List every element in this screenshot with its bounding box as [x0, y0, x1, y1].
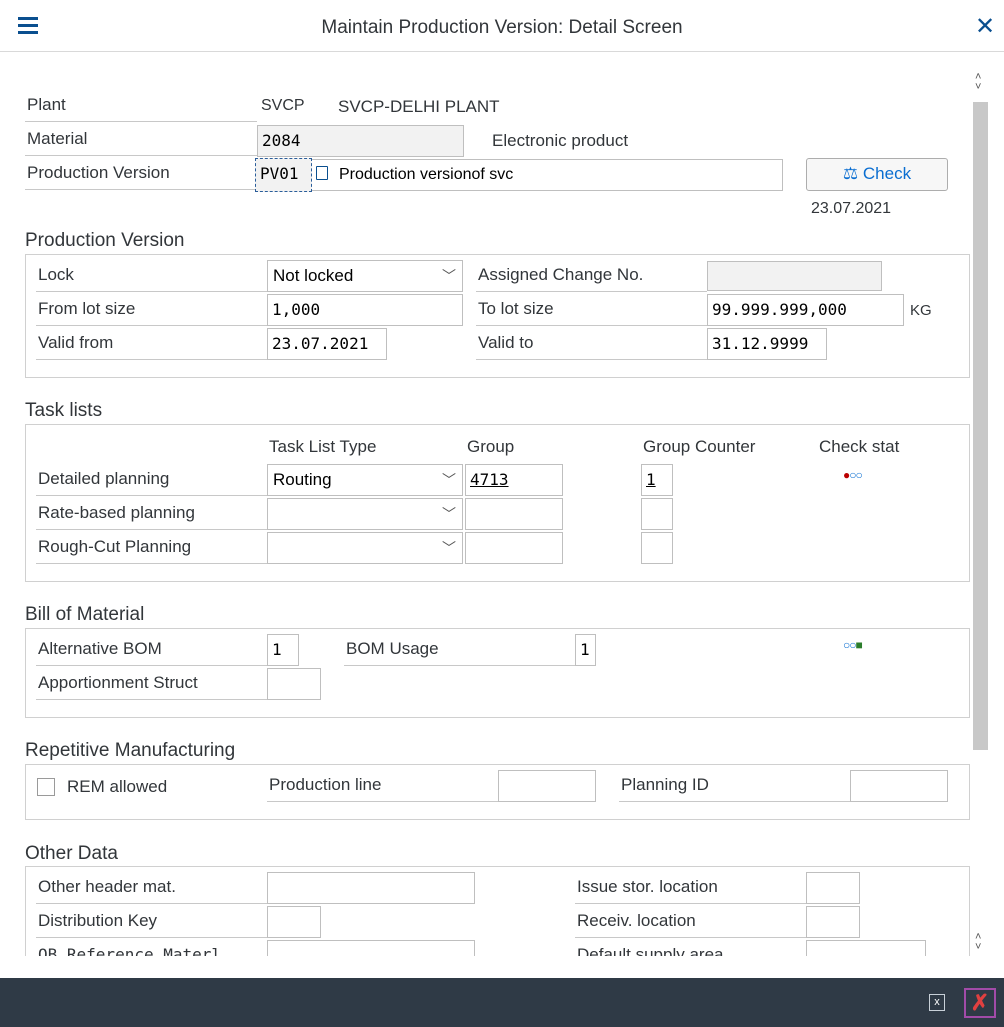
- task-type-select[interactable]: Routing ﹀: [267, 464, 463, 496]
- ob-reference-label: OB Reference Materl: [36, 939, 267, 956]
- production-version-group-title: Production Version: [25, 230, 185, 251]
- material-desc: Electronic product: [492, 131, 629, 150]
- plant-label: Plant: [25, 89, 257, 122]
- material-field[interactable]: 2084: [257, 125, 464, 157]
- material-label: Material: [25, 123, 257, 156]
- check-label: Check: [862, 164, 912, 183]
- assigned-change-label: Assigned Change No.: [476, 259, 707, 292]
- task-row-label: Detailed planning: [36, 463, 267, 496]
- page-title: Maintain Production Version: Detail Scre…: [321, 17, 683, 38]
- group-field[interactable]: [465, 532, 563, 564]
- production-line-field[interactable]: [498, 770, 596, 802]
- task-type-value: Routing: [273, 470, 332, 489]
- valid-to-label: Valid to: [476, 327, 707, 360]
- issue-stor-label: Issue stor. location: [575, 871, 806, 904]
- rem-title: Repetitive Manufacturing: [25, 740, 236, 761]
- header-bar: Maintain Production Version: Detail Scre…: [0, 0, 1004, 52]
- rem-allowed-checkbox[interactable]: [37, 778, 55, 796]
- ob-reference-field[interactable]: [267, 940, 475, 956]
- group-field[interactable]: [465, 498, 563, 530]
- group-counter-field[interactable]: [641, 532, 673, 564]
- footer-bar: x ✗: [0, 978, 1004, 1027]
- distribution-key-label: Distribution Key: [36, 905, 267, 938]
- task-row-label: Rough-Cut Planning: [36, 531, 267, 564]
- production-version-desc-field[interactable]: Production versionof svc: [310, 159, 783, 191]
- empty-circle-icon: ○○: [843, 638, 856, 652]
- hamburger-icon[interactable]: [18, 17, 38, 34]
- from-lot-field[interactable]: 1,000: [267, 294, 463, 326]
- production-version-label: Production Version: [25, 157, 257, 190]
- apportionment-field[interactable]: [267, 668, 321, 700]
- alt-bom-field[interactable]: 1: [267, 634, 299, 666]
- scroll-up-icon[interactable]: ˄ ˅: [975, 71, 982, 93]
- receiv-location-field[interactable]: [806, 906, 860, 938]
- bom-status-icons: ○○■: [843, 638, 863, 652]
- exit-icon[interactable]: x: [929, 994, 945, 1011]
- col-check-stat: Check stat: [819, 437, 900, 456]
- task-lists-title: Task lists: [25, 400, 103, 421]
- copy-icon[interactable]: [316, 166, 328, 180]
- other-data-viewport: Other header mat. Issue stor. location D…: [0, 866, 972, 956]
- issue-stor-field[interactable]: [806, 872, 860, 904]
- col-group-counter: Group Counter: [643, 437, 756, 456]
- to-lot-label: To lot size: [476, 293, 707, 326]
- pv-desc-text: Production versionof svc: [339, 166, 514, 183]
- lock-label: Lock: [36, 259, 267, 292]
- other-data-title: Other Data: [25, 843, 118, 864]
- distribution-key-field[interactable]: [267, 906, 321, 938]
- planning-id-field[interactable]: [850, 770, 948, 802]
- default-supply-field[interactable]: [806, 940, 926, 956]
- valid-from-label: Valid from: [36, 327, 267, 360]
- plant-value: SVCP: [261, 97, 305, 114]
- check-date: 23.07.2021: [811, 200, 892, 217]
- to-lot-field[interactable]: 99.999.999,000: [707, 294, 904, 326]
- lock-value: Not locked: [273, 266, 354, 285]
- bom-title: Bill of Material: [25, 604, 145, 625]
- other-header-mat-label: Other header mat.: [36, 871, 267, 904]
- col-group: Group: [467, 437, 515, 456]
- scroll-down-icon[interactable]: ˄ ˅: [975, 931, 982, 953]
- task-row-label: Rate-based planning: [36, 497, 267, 530]
- group-counter-field[interactable]: [641, 498, 673, 530]
- check-button[interactable]: ⚖ Check: [806, 158, 948, 191]
- group-field[interactable]: 4713: [465, 464, 563, 496]
- chevron-down-icon: ﹀: [442, 506, 456, 522]
- from-lot-label: From lot size: [36, 293, 267, 326]
- lock-select[interactable]: Not locked ﹀: [267, 260, 463, 292]
- bom-group: [25, 628, 970, 718]
- rem-allowed-label: REM allowed: [67, 777, 168, 796]
- empty-circle-icon: ○○: [849, 468, 862, 482]
- apportionment-label: Apportionment Struct: [36, 667, 267, 700]
- alt-bom-label: Alternative BOM: [36, 633, 267, 666]
- group-counter-field[interactable]: 1: [641, 464, 673, 496]
- task-type-select[interactable]: ﹀: [267, 498, 463, 530]
- check-status-icons: ●○○: [843, 468, 863, 482]
- assigned-change-field: [707, 261, 882, 291]
- bom-usage-label: BOM Usage: [344, 633, 575, 666]
- production-version-field[interactable]: PV01: [255, 158, 312, 192]
- chevron-down-icon: ﹀: [442, 472, 456, 488]
- valid-from-field[interactable]: 23.07.2021: [267, 328, 387, 360]
- default-supply-label: Default supply area: [575, 939, 806, 956]
- valid-to-field[interactable]: 31.12.9999: [707, 328, 827, 360]
- planning-id-label: Planning ID: [619, 769, 850, 802]
- chevron-down-icon: ﹀: [442, 268, 456, 284]
- plant-name: SVCP-DELHI PLANT: [338, 97, 500, 116]
- red-circle-icon: ●: [843, 468, 850, 482]
- green-square-icon: ■: [855, 638, 863, 652]
- cancel-icon[interactable]: ✗: [964, 988, 996, 1018]
- col-task-list-type: Task List Type: [269, 437, 377, 456]
- task-type-select[interactable]: ﹀: [267, 532, 463, 564]
- scale-icon: ⚖: [842, 164, 863, 183]
- close-icon[interactable]: ✕: [975, 13, 996, 40]
- receiv-location-label: Receiv. location: [575, 905, 806, 938]
- other-header-mat-field[interactable]: [267, 872, 475, 904]
- rem-group: [25, 764, 970, 820]
- unit-label: KG: [910, 302, 932, 319]
- scrollbar-thumb[interactable]: [973, 102, 988, 750]
- bom-usage-field[interactable]: 1: [575, 634, 596, 666]
- production-line-label: Production line: [267, 769, 498, 802]
- chevron-down-icon: ﹀: [442, 540, 456, 556]
